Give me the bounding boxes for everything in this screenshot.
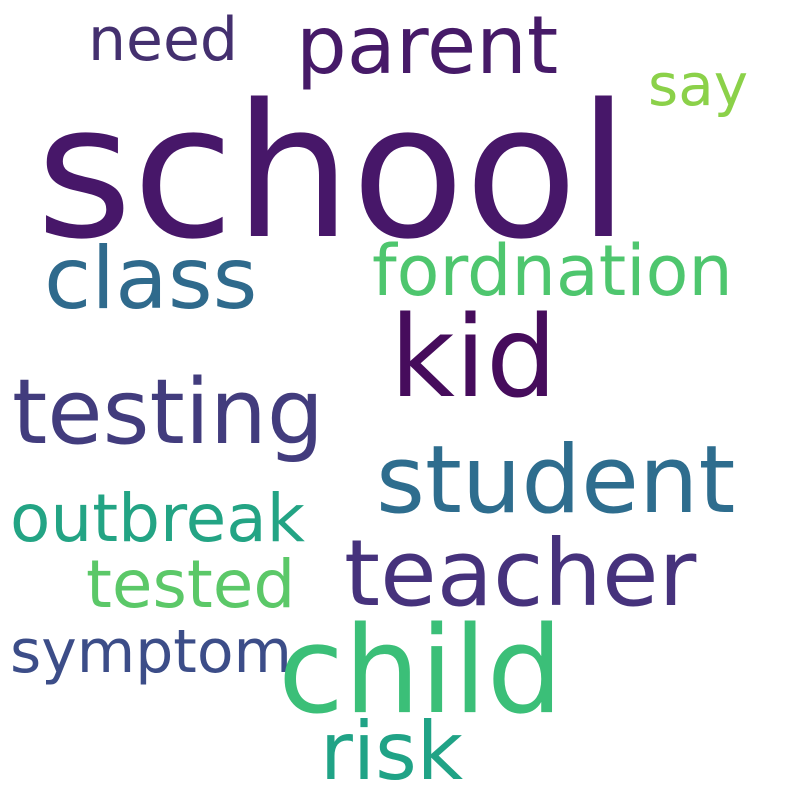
word-teacher: teacher [344,520,697,627]
word-say: say [648,51,749,119]
word-symptom: symptom [10,617,292,687]
word-tested: tested [86,546,296,623]
word-risk: risk [320,705,464,798]
word-kid: kid [390,293,558,423]
word-child: child [278,602,563,741]
word-testing: testing [12,360,325,465]
word-school: school [36,64,630,280]
word-need: need [88,5,238,75]
word-student: student [376,426,736,535]
word-class: class [44,229,258,329]
word-parent: parent [296,0,559,92]
word-outbreak: outbreak [10,480,305,557]
word-fordnation: fordnation [372,230,733,312]
